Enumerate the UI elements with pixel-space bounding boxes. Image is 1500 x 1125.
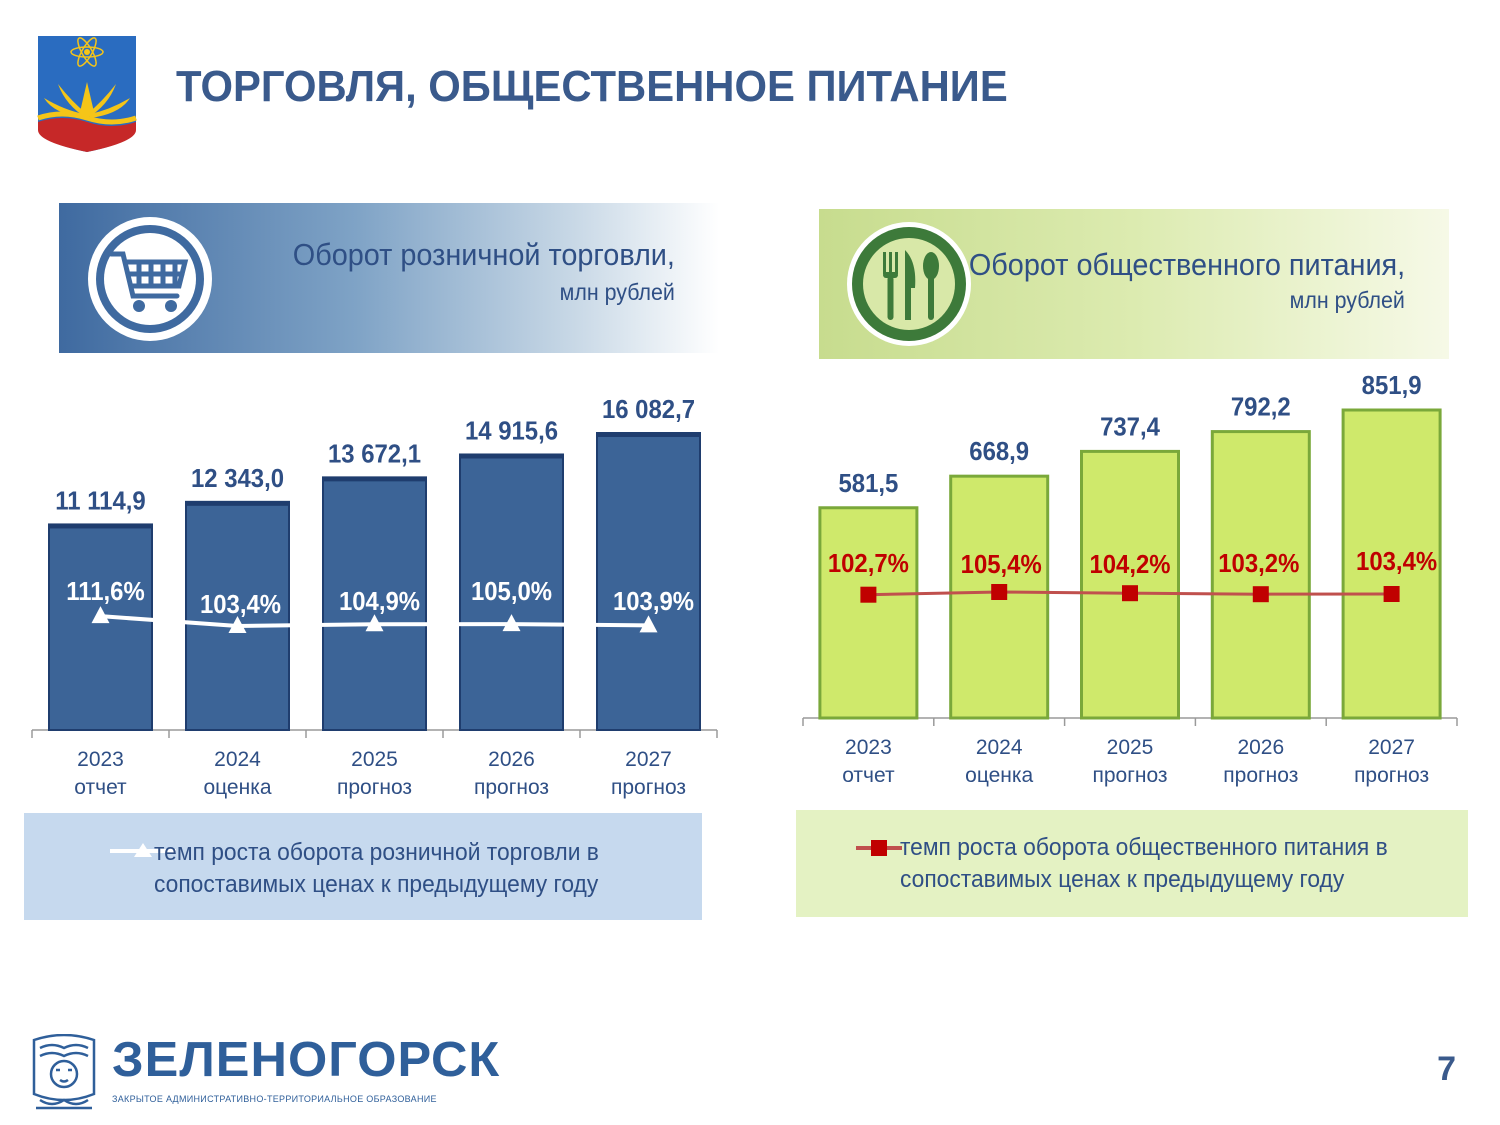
brand-subtitle: ЗАКРЫТОЕ АДМИНИСТРАТИВНО-ТЕРРИТОРИАЛЬНОЕ…: [112, 1094, 437, 1104]
bar: [322, 477, 427, 731]
x-tick-label: 2026: [488, 748, 535, 771]
food-panel-unit: млн рублей: [1289, 287, 1405, 313]
x-tick-label: 2027: [625, 748, 672, 771]
x-tick-label: 2025: [351, 748, 398, 771]
bar: [48, 524, 153, 731]
bar-value-label: 581,5: [838, 469, 898, 498]
bar: [818, 506, 919, 720]
bar-value-label: 737,4: [1100, 413, 1160, 442]
growth-rate-label: 111,6%: [66, 577, 144, 606]
x-tick-label: отчет: [842, 764, 895, 787]
x-tick-label: 2025: [1107, 736, 1154, 759]
growth-rate-marker: [860, 586, 877, 603]
growth-rate-marker: [91, 606, 110, 624]
food-panel-header: Оборот общественного питания, млн рублей: [819, 209, 1449, 359]
bar-value-label: 12 343,0: [191, 464, 284, 493]
bar-top-edge: [48, 523, 153, 529]
retail-panel-title: Оборот розничной торговли,: [292, 237, 675, 272]
x-tick-label: оценка: [965, 764, 1033, 787]
x-tick-label: 2026: [1237, 736, 1284, 759]
retail-panel-unit: млн рублей: [559, 279, 675, 305]
food-legend-line1: темп роста оборота общественного питания…: [900, 834, 1388, 861]
x-tick-label: 2027: [1368, 736, 1415, 759]
x-tick-label: прогноз: [337, 776, 412, 799]
bar: [1341, 408, 1442, 720]
zelenogorsk-emblem-logo: [32, 1034, 96, 1110]
x-tick-label: прогноз: [1092, 764, 1167, 787]
bar: [1210, 430, 1311, 720]
bar-value-label: 668,9: [969, 437, 1029, 466]
bar-value-label: 792,2: [1231, 393, 1291, 422]
bar-top-edge: [459, 453, 564, 459]
food-chart-legend: темп роста оборота общественного питания…: [796, 810, 1468, 917]
coat-of-arms-logo: [37, 36, 137, 152]
bar-value-label: 14 915,6: [465, 417, 558, 446]
brand-name: ЗЕЛЕНОГОРСК: [112, 1033, 501, 1087]
food-turnover-chart: 581,5 2023 отчет 668,9 2024 оценка 737,4 2025 пр…: [802, 371, 1458, 787]
page-number: 7: [1437, 1050, 1456, 1088]
bar: [459, 454, 564, 732]
food-panel-title: Оборот общественного питания,: [968, 247, 1405, 282]
retail-legend-line2: сопоставимых ценах к предыдущему году: [154, 871, 599, 898]
bar-value-label: 11 114,9: [55, 487, 145, 516]
bar: [1080, 449, 1180, 720]
growth-rate-marker: [991, 584, 1008, 600]
growth-rate-marker: [1252, 586, 1269, 603]
page-title: ТОРГОВЛЯ, ОБЩЕСТВЕННОЕ ПИТАНИЕ: [176, 62, 1008, 111]
x-tick-label: оценка: [203, 776, 271, 799]
growth-rate-label: 103,4%: [1356, 547, 1437, 576]
bar-value-label: 851,9: [1362, 371, 1422, 400]
growth-rate-marker: [1383, 586, 1400, 602]
retail-turnover-chart: 11 114,9 2023 отчет 12 343,0 2024 оценка 13 67…: [31, 395, 718, 799]
growth-rate-label: 104,9%: [339, 587, 420, 616]
growth-rate-label: 102,7%: [828, 549, 909, 578]
growth-rate-marker: [228, 616, 247, 633]
bar-top-edge: [596, 432, 701, 437]
fork-knife-spoon-icon: [847, 222, 971, 346]
growth-rate-label: 103,4%: [200, 590, 281, 619]
x-tick-label: 2023: [845, 736, 892, 759]
x-tick-label: прогноз: [474, 776, 549, 799]
x-tick-label: 2023: [77, 748, 124, 771]
bar-top-edge: [322, 476, 427, 482]
growth-rate-label: 103,2%: [1218, 549, 1299, 578]
x-tick-label: отчет: [74, 776, 127, 799]
growth-rate-marker: [502, 614, 521, 632]
x-tick-label: 2024: [214, 748, 261, 771]
bar: [596, 433, 701, 731]
x-tick-label: прогноз: [1354, 764, 1429, 787]
growth-rate-label: 105,4%: [961, 550, 1042, 579]
legend-red-square-line-icon: [856, 840, 902, 856]
x-tick-label: 2024: [976, 736, 1023, 759]
x-tick-label: прогноз: [1223, 764, 1298, 787]
x-tick-label: прогноз: [611, 776, 686, 799]
bar-value-label: 13 672,1: [328, 439, 421, 468]
retail-legend-line1: темп роста оборота розничной торговли в: [154, 839, 599, 866]
growth-rate-marker: [639, 615, 658, 633]
bar-value-label: 16 082,7: [602, 395, 695, 424]
shopping-cart-icon: [88, 217, 212, 341]
growth-rate-label: 103,9%: [613, 587, 694, 616]
growth-rate-label: 105,0%: [471, 577, 552, 606]
retail-chart-legend: темп роста оборота розничной торговли в …: [24, 813, 702, 920]
growth-rate-marker: [1122, 585, 1138, 602]
legend-white-triangle-line-icon: [110, 843, 176, 857]
food-legend-line2: сопоставимых ценах к предыдущему году: [900, 866, 1345, 893]
retail-panel-header: Оборот розничной торговли, млн рублей: [59, 203, 719, 353]
growth-rate-label: 104,2%: [1089, 550, 1170, 579]
growth-rate-marker: [365, 614, 384, 632]
bar-top-edge: [185, 500, 290, 506]
